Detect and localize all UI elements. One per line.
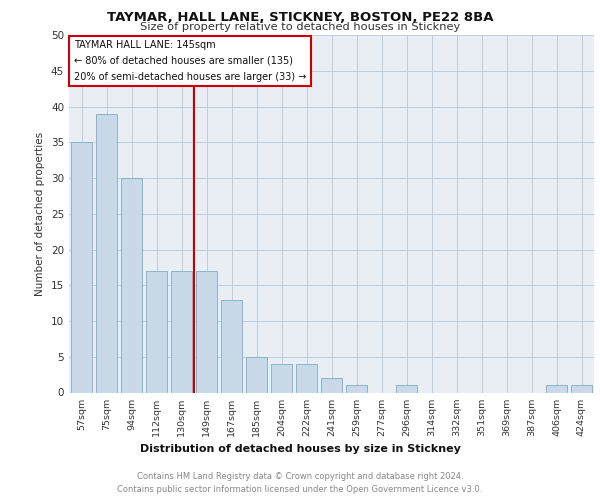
Bar xyxy=(546,386,567,392)
Bar xyxy=(246,357,267,392)
Bar xyxy=(196,271,217,392)
Bar xyxy=(571,386,592,392)
Bar xyxy=(396,386,417,392)
Bar xyxy=(96,114,117,392)
Y-axis label: Number of detached properties: Number of detached properties xyxy=(35,132,46,296)
Bar xyxy=(146,271,167,392)
Bar xyxy=(71,142,92,392)
Bar xyxy=(296,364,317,392)
Text: Size of property relative to detached houses in Stickney: Size of property relative to detached ho… xyxy=(140,22,460,32)
Text: Contains HM Land Registry data © Crown copyright and database right 2024.
Contai: Contains HM Land Registry data © Crown c… xyxy=(118,472,482,494)
Bar xyxy=(346,386,367,392)
Text: TAYMAR HALL LANE: 145sqm
← 80% of detached houses are smaller (135)
20% of semi-: TAYMAR HALL LANE: 145sqm ← 80% of detach… xyxy=(74,40,307,82)
Bar xyxy=(221,300,242,392)
Bar xyxy=(271,364,292,392)
Text: Distribution of detached houses by size in Stickney: Distribution of detached houses by size … xyxy=(140,444,460,454)
Bar xyxy=(121,178,142,392)
Bar xyxy=(321,378,342,392)
Text: TAYMAR, HALL LANE, STICKNEY, BOSTON, PE22 8BA: TAYMAR, HALL LANE, STICKNEY, BOSTON, PE2… xyxy=(107,11,493,24)
Bar xyxy=(171,271,192,392)
